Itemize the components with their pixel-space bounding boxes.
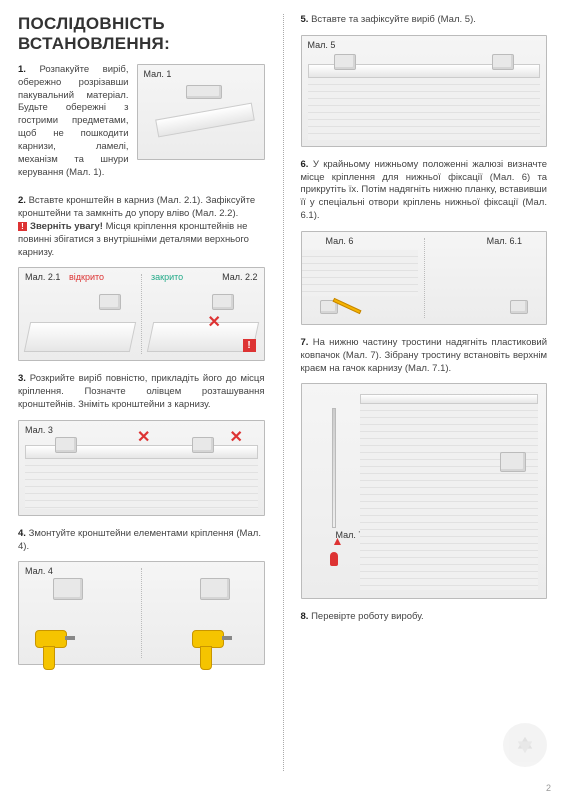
figure-2-close: закрито xyxy=(151,272,183,282)
fig7-cap xyxy=(330,552,338,566)
step-1-body: Розпакуйте виріб, обережно розрізавши па… xyxy=(18,64,129,178)
fig4-drill-right xyxy=(186,616,234,668)
figure-6-label: Мал. 6 xyxy=(326,236,354,246)
step-7-num: 7. xyxy=(301,337,309,348)
step-2-note-bold: Зверніть увагу! xyxy=(30,221,103,232)
fig5-brk-l xyxy=(334,54,356,70)
right-column: 5. Вставте та зафіксуйте виріб (Мал. 5).… xyxy=(283,0,565,799)
page-title: ПОСЛІДОВНІСТЬ ВСТАНОВЛЕННЯ: xyxy=(18,14,265,54)
watermark-icon xyxy=(503,723,547,767)
left-column: ПОСЛІДОВНІСТЬ ВСТАНОВЛЕННЯ: 1. Розпакуйт… xyxy=(0,0,283,799)
fig4-split xyxy=(141,568,142,658)
step-1-row: 1. Розпакуйте виріб, обережно розрізавши… xyxy=(18,64,265,187)
fig22-bracket xyxy=(212,294,234,310)
fig7-rail xyxy=(360,394,539,404)
fig2-split xyxy=(141,274,142,354)
fig7-wand xyxy=(332,408,336,528)
step-5-num: 5. xyxy=(301,14,309,25)
step-1-num: 1. xyxy=(18,64,26,75)
fig6-slats-r xyxy=(302,250,412,296)
fig21-bar xyxy=(24,322,136,352)
fig7-arrow-icon: ▲ xyxy=(332,534,344,548)
fig4-drill-left xyxy=(29,616,77,668)
fig3-x2-icon: ✕ xyxy=(230,427,246,443)
figure-3-label: Мал. 3 xyxy=(25,425,53,435)
fig5-brk-r xyxy=(492,54,514,70)
page-number: 2 xyxy=(546,783,551,793)
figure-1-label: Мал. 1 xyxy=(144,69,172,79)
step-4-num: 4. xyxy=(18,528,26,539)
fig3-bracket-left xyxy=(55,437,77,453)
figure-6: Мал. 6 Мал. 6.1 xyxy=(301,231,548,325)
fig3-bracket-right xyxy=(192,437,214,453)
figure-22-label: Мал. 2.2 xyxy=(222,272,257,282)
figure-3: Мал. 3 ✕ ✕ xyxy=(18,420,265,516)
step-4-text: 4. Змонтуйте кронштейни елементами кріпл… xyxy=(18,528,265,554)
fig4-brk-l xyxy=(53,578,83,600)
fig3-x1-icon: ✕ xyxy=(137,427,153,443)
step-5-text: 5. Вставте та зафіксуйте виріб (Мал. 5). xyxy=(301,14,548,27)
figure-7: Мал. 7 Мал. 7.1 ▲ xyxy=(301,383,548,599)
fig1-track xyxy=(155,103,255,138)
fig6-split xyxy=(424,238,425,318)
fig3-slats xyxy=(25,459,258,509)
step-2-num: 2. xyxy=(18,195,26,206)
fig71-detail xyxy=(500,452,526,472)
figure-5: Мал. 5 xyxy=(301,35,548,147)
fig22-warn-icon: ! xyxy=(243,339,256,352)
figure-4-label: Мал. 4 xyxy=(25,566,53,576)
step-7-text: 7. На нижню частину тростини надягніть п… xyxy=(301,337,548,375)
step-1-text: 1. Розпакуйте виріб, обережно розрізавши… xyxy=(18,64,129,179)
figure-1: Мал. 1 xyxy=(137,64,265,160)
fig5-slats xyxy=(308,78,541,140)
step-8-body: Перевірте роботу виробу. xyxy=(311,611,424,622)
figure-61-label: Мал. 6.1 xyxy=(487,236,522,246)
step-5-body: Вставте та зафіксуйте виріб (Мал. 5). xyxy=(311,14,476,25)
figure-5-label: Мал. 5 xyxy=(308,40,336,50)
note-icon: ! xyxy=(18,222,27,231)
step-8-text: 8. Перевірте роботу виробу. xyxy=(301,611,548,624)
step-6-text: 6. У крайньому нижньому положенні жалюзі… xyxy=(301,159,548,223)
step-8-num: 8. xyxy=(301,611,309,622)
step-3-text: 3. Розкрийте виріб повністю, прикладіть … xyxy=(18,373,265,411)
step-6-num: 6. xyxy=(301,159,309,170)
step-3-body: Розкрийте виріб повністю, прикладіть йог… xyxy=(18,373,265,410)
fig22-x-icon: ✕ xyxy=(208,312,224,328)
fig6-clip-r xyxy=(510,300,528,314)
fig4-brk-r xyxy=(200,578,230,600)
figure-2: Мал. 2.1 відкрито закрито Мал. 2.2 ✕ ! xyxy=(18,267,265,361)
fig1-parts xyxy=(186,85,222,99)
figure-2-open: відкрито xyxy=(69,272,104,282)
step-6-body: У крайньому нижньому положенні жалюзі ви… xyxy=(301,159,548,221)
fig7-blind xyxy=(360,404,539,590)
figure-4: Мал. 4 xyxy=(18,561,265,665)
step-3-num: 3. xyxy=(18,373,26,384)
step-2-body: Вставте кронштейн в карниз (Мал. 2.1). З… xyxy=(18,195,255,219)
step-7-body: На нижню частину тростини надягніть плас… xyxy=(301,337,548,374)
step-2-text: 2. Вставте кронштейн в карниз (Мал. 2.1)… xyxy=(18,195,265,259)
fig21-bracket xyxy=(99,294,121,310)
figure-21-label: Мал. 2.1 xyxy=(25,272,60,282)
step-4-body: Змонтуйте кронштейни елементами кріпленн… xyxy=(18,528,261,552)
